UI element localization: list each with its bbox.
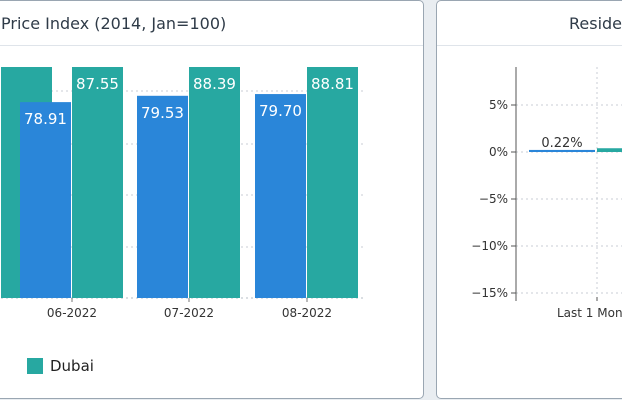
- change-bar: [529, 149, 595, 152]
- residential-title: Residen: [569, 14, 622, 33]
- bar-bi: [137, 95, 188, 298]
- bar-bi: [20, 102, 71, 298]
- residential-chart: 5%0%−5%−10%−15%0.22%0.Last 1 Mon: [471, 67, 622, 320]
- bar-dubai: [189, 67, 240, 298]
- legend-item-dubai[interactable]: Dubai: [27, 357, 94, 375]
- residential-header: Residen: [437, 1, 622, 46]
- price-index-panel: Price Index (2014, Jan=100) 78.91 87.55 06…: [0, 0, 424, 399]
- change-value-label: 0.22%: [541, 136, 582, 151]
- x-tick-label: 07-2022: [164, 306, 214, 320]
- residential-panel: Residen 5%0%−5%−10%−15%0.22%0.Last 1 Mon: [436, 0, 622, 399]
- bar-dubai: [72, 67, 123, 298]
- price-index-title: Price Index (2014, Jan=100): [1, 14, 227, 33]
- bar-dubai: [307, 67, 358, 298]
- y-tick-label: −5%: [479, 192, 508, 206]
- bar-value-label: 88.81: [311, 75, 354, 93]
- change-bar: [597, 148, 622, 152]
- x-tick-label: 08-2022: [282, 306, 332, 320]
- legend-label-dubai: Dubai: [50, 357, 94, 375]
- bar-value-label: 78.91: [24, 110, 67, 128]
- y-tick-label: −10%: [471, 239, 508, 253]
- bar-value-label: 88.39: [193, 75, 236, 93]
- y-tick-label: 5%: [489, 98, 508, 112]
- price-index-chart: 78.91 87.55 06-2022 79.53 88.39 07-2022 79.70 8…: [1, 67, 365, 320]
- legend-swatch-dubai: [27, 358, 43, 374]
- bar-value-label: 79.53: [141, 104, 184, 122]
- y-tick-label: 0%: [489, 145, 508, 159]
- y-tick-label: −15%: [471, 286, 508, 300]
- x-tick-label: 06-2022: [47, 306, 97, 320]
- price-index-header: Price Index (2014, Jan=100): [0, 1, 423, 46]
- x-tick-label: Last 1 Mon: [557, 306, 622, 320]
- bar-value-label: 87.55: [76, 75, 119, 93]
- bar-value-label: 79.70: [259, 102, 302, 120]
- bar-bi: [255, 94, 306, 298]
